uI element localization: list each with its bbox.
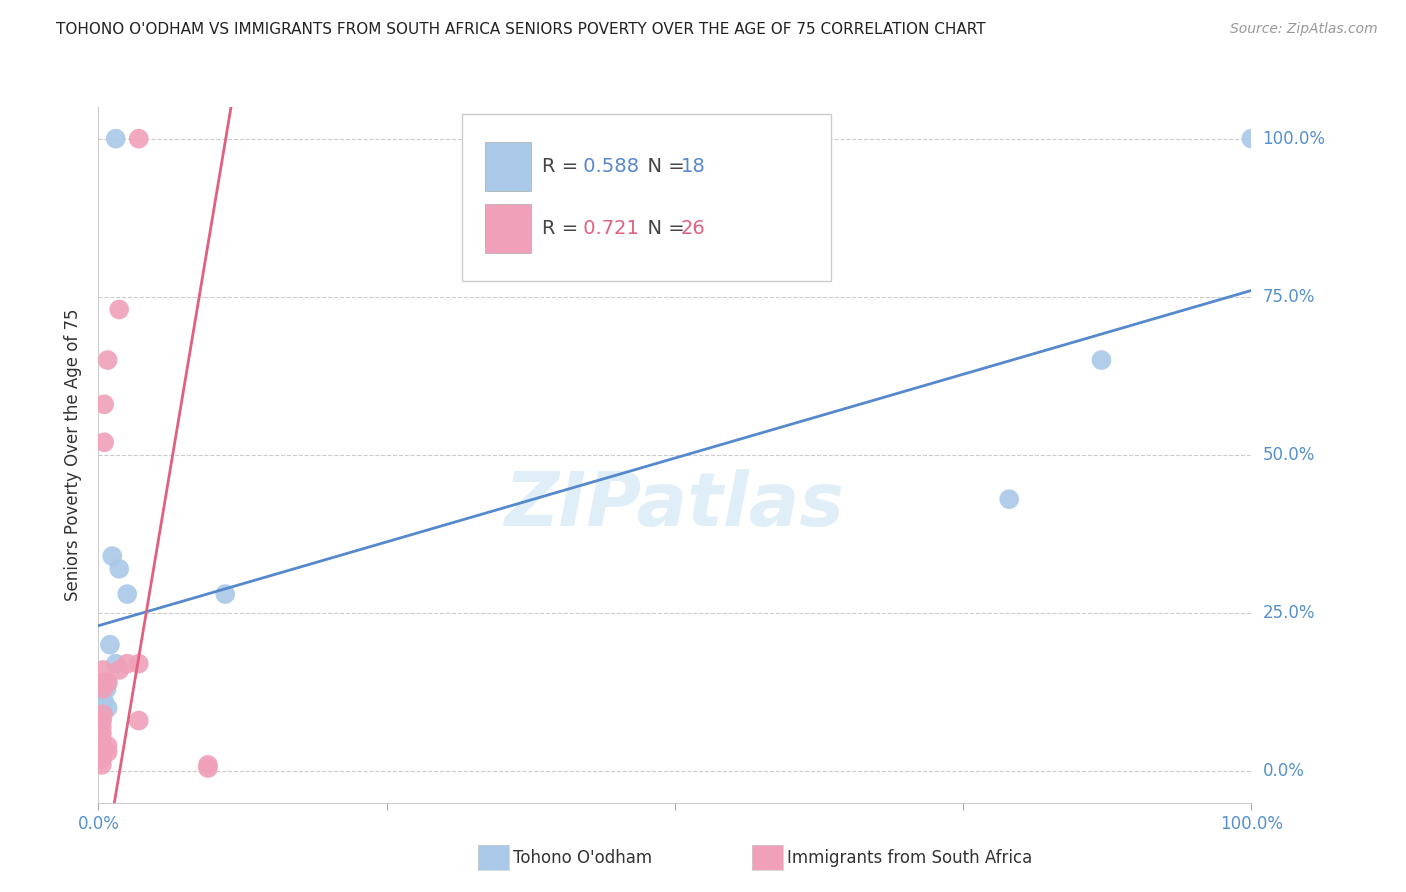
Point	[98, 638, 121, 652]
Text: R =: R =	[543, 157, 585, 176]
Point	[197, 757, 219, 772]
Text: 26: 26	[681, 219, 706, 238]
Text: Source: ZipAtlas.com: Source: ZipAtlas.com	[1230, 22, 1378, 37]
Point	[1090, 353, 1112, 368]
Text: 75.0%: 75.0%	[1263, 288, 1315, 306]
Point	[91, 681, 114, 696]
Point	[90, 751, 112, 765]
Point	[91, 701, 114, 715]
Text: 100.0%: 100.0%	[1263, 129, 1326, 148]
Point	[197, 761, 219, 775]
Point	[97, 745, 120, 759]
Text: R =: R =	[543, 219, 585, 238]
Text: TOHONO O'ODHAM VS IMMIGRANTS FROM SOUTH AFRICA SENIORS POVERTY OVER THE AGE OF 7: TOHONO O'ODHAM VS IMMIGRANTS FROM SOUTH …	[56, 22, 986, 37]
Text: ZIPatlas: ZIPatlas	[505, 469, 845, 542]
Point	[117, 587, 139, 601]
Point	[90, 726, 112, 740]
Text: N =: N =	[634, 219, 690, 238]
Text: 18: 18	[681, 157, 706, 176]
Point	[108, 663, 131, 677]
Point	[108, 302, 131, 317]
Point	[90, 714, 112, 728]
Point	[96, 681, 118, 696]
FancyBboxPatch shape	[461, 114, 831, 281]
Point	[128, 714, 150, 728]
Bar	[485, 204, 531, 253]
Point	[90, 757, 112, 772]
Text: 0.721: 0.721	[576, 219, 638, 238]
Point	[97, 675, 120, 690]
Point	[97, 353, 120, 368]
Text: 0.0%: 0.0%	[1263, 762, 1305, 780]
Y-axis label: Seniors Poverty Over the Age of 75: Seniors Poverty Over the Age of 75	[65, 309, 83, 601]
Point	[90, 732, 112, 747]
Text: Tohono O'odham: Tohono O'odham	[513, 849, 652, 867]
Point	[91, 707, 114, 722]
Point	[104, 657, 127, 671]
Point	[90, 714, 112, 728]
Bar	[485, 142, 531, 191]
Point	[93, 397, 115, 411]
Point	[998, 492, 1021, 507]
Point	[91, 675, 114, 690]
Point	[93, 695, 115, 709]
Text: 0.588: 0.588	[576, 157, 638, 176]
Point	[97, 739, 120, 753]
Point	[90, 720, 112, 734]
Point	[91, 663, 114, 677]
Text: 25.0%: 25.0%	[1263, 604, 1315, 622]
Point	[214, 587, 236, 601]
Text: N =: N =	[634, 157, 690, 176]
Point	[93, 435, 115, 450]
Point	[97, 701, 120, 715]
Point	[97, 675, 120, 690]
Point	[108, 562, 131, 576]
Text: 50.0%: 50.0%	[1263, 446, 1315, 464]
Point	[90, 751, 112, 765]
Text: Immigrants from South Africa: Immigrants from South Africa	[787, 849, 1032, 867]
Point	[90, 739, 112, 753]
Point	[117, 657, 139, 671]
Point	[128, 131, 150, 145]
Point	[128, 657, 150, 671]
Point	[1240, 131, 1263, 145]
Point	[97, 675, 120, 690]
Point	[101, 549, 124, 563]
Point	[104, 131, 127, 145]
Point	[93, 681, 115, 696]
